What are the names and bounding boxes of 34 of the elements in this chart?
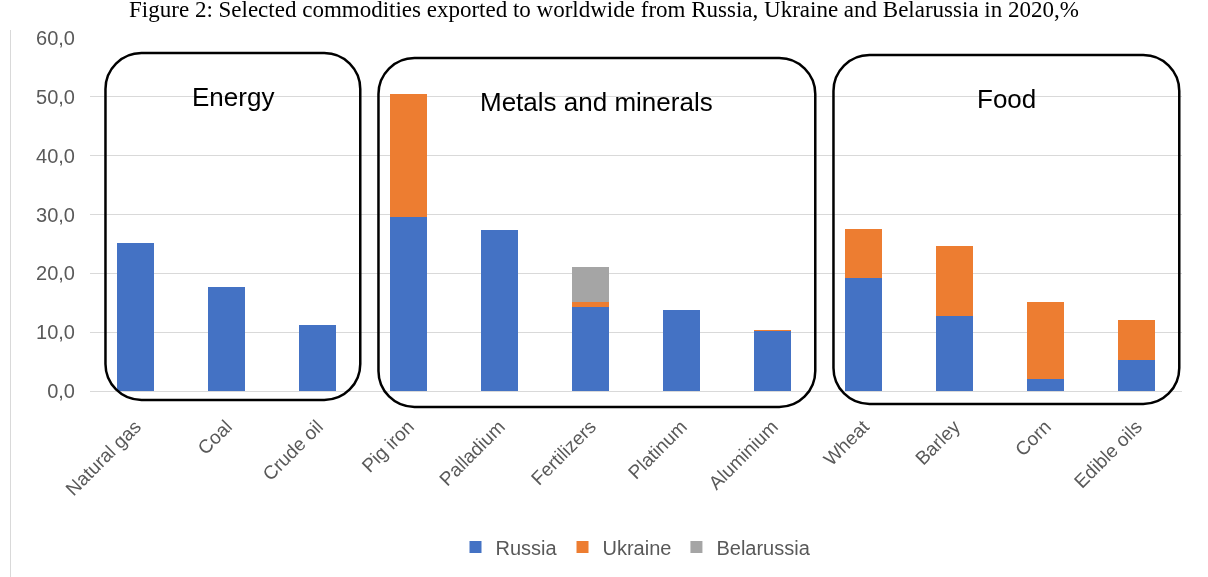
bar xyxy=(1118,320,1155,360)
x-tick-label: Pig iron xyxy=(357,416,419,477)
bar xyxy=(117,242,154,391)
bar xyxy=(390,94,427,217)
y-tick-label: 20,0 xyxy=(36,262,75,285)
annotation: Energy xyxy=(192,82,275,112)
annotation: Metals and minerals xyxy=(480,87,713,117)
bar xyxy=(754,330,791,391)
bar xyxy=(299,324,336,391)
bar xyxy=(936,246,973,316)
bar xyxy=(481,230,518,391)
y-tick-label: 0,0 xyxy=(47,380,75,402)
y-tick-label: 10,0 xyxy=(36,321,75,344)
bar xyxy=(390,216,427,391)
bar xyxy=(572,306,609,391)
y-tick-label: 60,0 xyxy=(36,27,75,49)
legend-label: Belarussia xyxy=(716,536,811,559)
bar xyxy=(572,266,609,303)
bar xyxy=(845,278,882,391)
bar xyxy=(1027,378,1064,391)
y-tick-label: 50,0 xyxy=(36,85,75,108)
chart-title: Figure 2: Selected commodities exported to worldwide from Russia, Ukraine and Belarussia in 2020,% xyxy=(129,0,1079,22)
bar xyxy=(208,286,245,391)
y-tick-label: 40,0 xyxy=(36,144,75,167)
bar xyxy=(845,228,882,279)
bar xyxy=(663,310,700,391)
bar xyxy=(1027,301,1064,379)
bar xyxy=(1118,359,1155,391)
y-tick-label: 30,0 xyxy=(36,203,75,226)
bar xyxy=(572,302,609,307)
bar xyxy=(936,315,973,391)
legend-label: Russia xyxy=(495,536,558,559)
annotation: Food xyxy=(977,84,1037,114)
legend-label: Ukraine xyxy=(602,536,672,559)
